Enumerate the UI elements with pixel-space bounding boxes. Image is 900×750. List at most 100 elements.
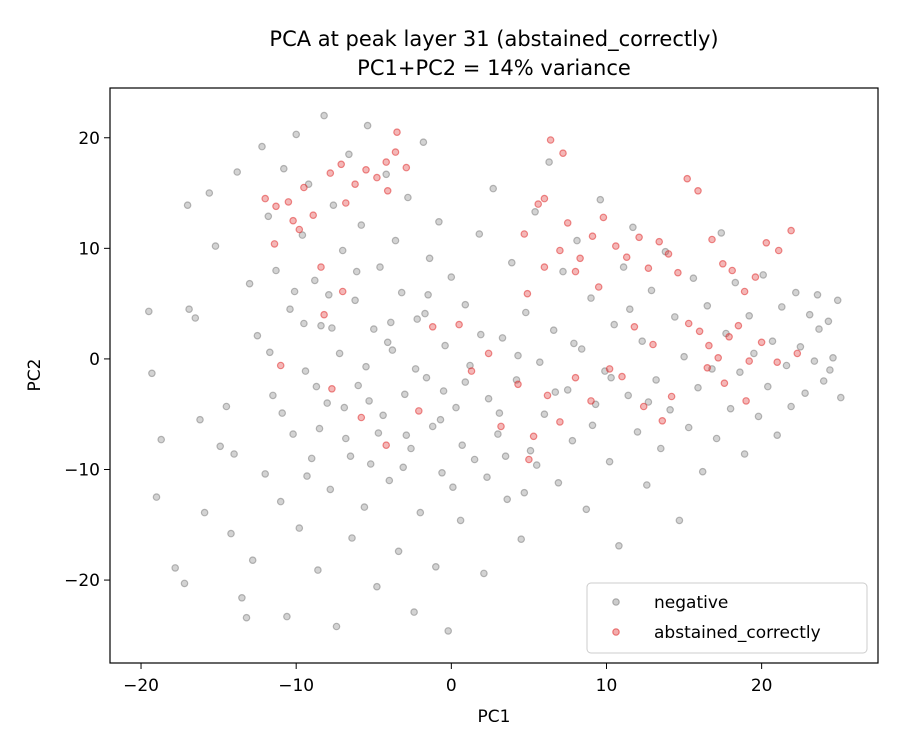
y-tick-label: −20: [64, 571, 100, 591]
point-abstained-correctly: [740, 287, 749, 296]
point-negative: [341, 434, 350, 443]
point-negative: [777, 303, 786, 311]
point-negative: [624, 391, 633, 400]
point-abstained-correctly: [622, 253, 631, 262]
plot-area-frame: [109, 87, 879, 664]
point-negative: [768, 337, 777, 346]
point-abstained-correctly: [705, 341, 713, 350]
scatter-points-layer: [145, 111, 845, 635]
point-negative: [494, 430, 502, 438]
point-negative: [745, 311, 754, 320]
chart-legend: negative abstained_correctly: [586, 582, 868, 654]
point-negative: [404, 193, 412, 202]
point-negative: [521, 308, 530, 317]
legend-box: [586, 582, 868, 654]
point-negative: [298, 231, 307, 239]
point-negative: [750, 349, 758, 358]
point-negative: [554, 478, 563, 487]
point-negative: [248, 556, 257, 565]
point-negative: [345, 150, 353, 159]
point-abstained-correctly: [534, 200, 543, 208]
point-negative: [787, 402, 795, 411]
point-negative: [461, 300, 470, 309]
point-abstained-correctly: [559, 149, 567, 158]
series-abstained-correctly: [261, 128, 802, 464]
point-negative: [495, 409, 504, 417]
point-abstained-correctly: [611, 242, 620, 250]
point-negative: [656, 444, 665, 453]
point-negative: [684, 423, 693, 432]
point-negative: [484, 394, 493, 403]
point-abstained-correctly: [605, 365, 614, 373]
point-abstained-correctly: [514, 380, 522, 389]
point-negative: [805, 310, 814, 319]
point-abstained-correctly: [714, 353, 723, 362]
point-negative: [422, 373, 431, 382]
point-negative: [373, 582, 381, 591]
point-negative: [712, 434, 721, 443]
point-abstained-correctly: [618, 372, 626, 381]
point-abstained-correctly: [525, 455, 533, 464]
point-negative: [607, 373, 615, 382]
point-negative: [680, 352, 688, 361]
point-abstained-correctly: [664, 250, 673, 258]
y-tick-label: 20: [78, 129, 100, 149]
x-tick-label: 0: [446, 676, 457, 696]
point-abstained-correctly: [351, 180, 359, 189]
point-abstained-correctly: [529, 432, 538, 441]
point-negative: [258, 142, 266, 151]
point-negative: [216, 442, 225, 451]
point-negative: [222, 402, 231, 411]
point-abstained-correctly: [751, 273, 760, 281]
x-axis-label: PC1: [478, 707, 511, 727]
point-abstained-correctly: [587, 397, 595, 405]
point-negative: [441, 341, 449, 350]
point-negative: [152, 493, 161, 501]
point-negative: [183, 201, 192, 210]
point-negative: [400, 390, 409, 399]
point-abstained-correctly: [667, 392, 676, 401]
point-abstained-correctly: [309, 211, 318, 220]
x-tick-label: 10: [596, 676, 618, 696]
point-negative: [815, 325, 823, 333]
point-negative: [416, 508, 425, 517]
point-negative: [833, 296, 842, 305]
point-abstained-correctly: [639, 402, 648, 411]
point-negative: [272, 266, 280, 275]
point-abstained-correctly: [556, 246, 564, 255]
point-negative: [410, 608, 418, 616]
point-abstained-correctly: [725, 332, 733, 341]
point-abstained-correctly: [635, 233, 643, 242]
point-negative: [289, 430, 297, 438]
legend-label-abstained-correctly: abstained_correctly: [654, 623, 821, 643]
point-negative: [362, 362, 370, 371]
axis-ticks-layer: −20 −10 0 10 20 −20 −10 0 10 20: [64, 129, 772, 696]
point-negative: [568, 436, 577, 445]
point-negative: [303, 472, 311, 480]
chart-title-line-2: PC1+PC2 = 14% variance: [357, 56, 631, 80]
point-negative: [245, 279, 254, 288]
point-negative: [307, 454, 316, 463]
point-abstained-correctly: [383, 187, 392, 195]
point-negative: [476, 330, 485, 339]
point-negative: [483, 473, 491, 482]
point-negative: [763, 382, 772, 391]
point-negative: [689, 274, 698, 283]
point-negative: [452, 403, 460, 412]
point-abstained-correctly: [320, 310, 328, 319]
point-negative: [570, 339, 578, 348]
point-abstained-correctly: [328, 384, 336, 393]
point-negative: [517, 535, 526, 544]
point-negative: [200, 508, 209, 517]
point-abstained-correctly: [373, 173, 381, 182]
point-abstained-correctly: [540, 263, 549, 271]
series-negative: [145, 111, 845, 635]
point-negative: [332, 622, 341, 631]
point-negative: [773, 431, 782, 440]
point-negative: [191, 314, 200, 322]
point-negative: [461, 378, 470, 386]
point-negative: [489, 184, 498, 193]
point-negative: [338, 246, 347, 255]
point-negative: [348, 534, 356, 542]
point-abstained-correctly: [556, 418, 564, 426]
